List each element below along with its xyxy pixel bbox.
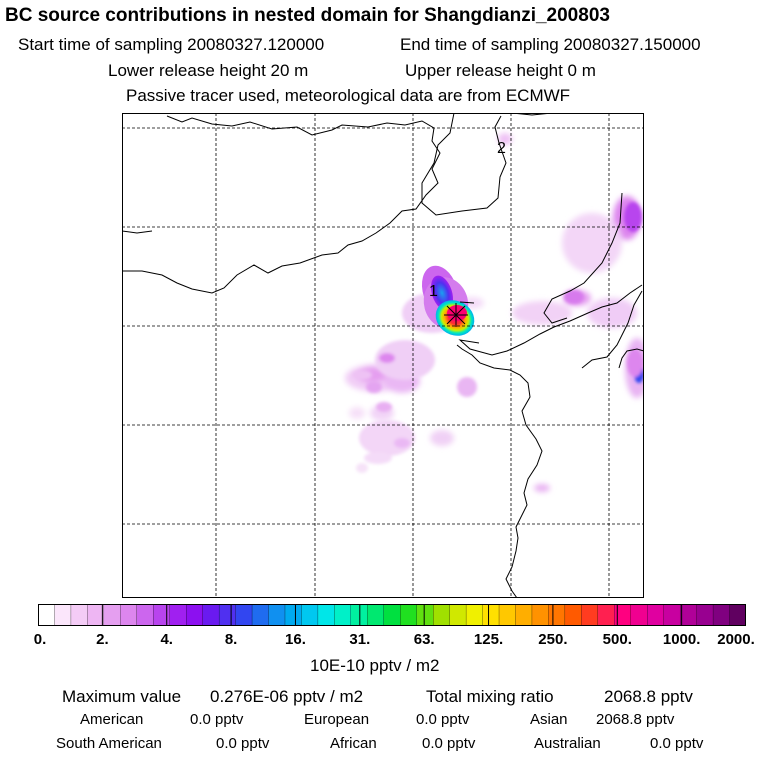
colorbar-cell (416, 604, 434, 626)
colorbar-cell (564, 604, 583, 626)
marker-1-label: 1 (429, 283, 438, 300)
colorbar-cell (38, 604, 56, 626)
region-name-american: American (80, 711, 144, 728)
colorbar-cell (630, 604, 648, 626)
colorbar-cell (482, 604, 500, 626)
colorbar-cell (103, 604, 122, 626)
receptor-marker (444, 301, 475, 327)
colorbar-tick-label: 0. (33, 631, 47, 648)
colorbar-cell (531, 604, 550, 626)
colorbar-cell (301, 604, 319, 626)
region-value-south-american: 0.0 pptv (216, 735, 270, 752)
region-value-european: 0.0 pptv (416, 711, 470, 728)
colorbar-cell (597, 604, 616, 626)
colorbar-cell (186, 604, 204, 626)
max-value: 0.276E-06 pptv / m2 (210, 687, 364, 706)
upper-height-label: Upper release height 0 m (405, 61, 596, 80)
colorbar-tick-label: 8. (224, 631, 238, 648)
region-name-south-american: South American (56, 735, 162, 752)
colorbar-tick-label: 500. (602, 631, 632, 648)
colorbar-cell (400, 604, 418, 626)
colorbar-cell (679, 604, 698, 626)
colorbar-cell (202, 604, 220, 626)
colorbar-cell (334, 604, 352, 626)
colorbar-cell (70, 604, 89, 626)
colorbar-cell (367, 604, 385, 626)
colorbar-cell (712, 604, 731, 626)
colorbar-unit: 10E-10 pptv / m2 (310, 656, 440, 675)
colorbar-cell (548, 604, 566, 626)
region-value-australian: 0.0 pptv (650, 735, 704, 752)
colorbar-cell (581, 604, 599, 626)
colorbar-cell (647, 604, 665, 626)
colorbar-cell (449, 604, 467, 626)
colorbar-cell (54, 604, 72, 626)
colorbar-cell (169, 604, 187, 626)
colorbar-frame (38, 604, 746, 626)
end-time-label: End time of sampling 20080327.150000 (400, 35, 701, 54)
total-mixing-ratio-value: 2068.8 pptv (604, 687, 693, 706)
colorbar-major-dividers (38, 604, 746, 626)
figure-title: BC source contributions in nested domain… (5, 5, 610, 26)
colorbar-cell (383, 604, 401, 626)
region-value-asian: 2068.8 pptv (596, 711, 675, 728)
colorbar-cell (317, 604, 336, 626)
footprint-map: 1 2 (122, 113, 644, 598)
region-name-asian: Asian (530, 711, 568, 728)
region-name-european: European (304, 711, 370, 728)
colorbar-cell (153, 604, 171, 626)
region-value-american: 0.0 pptv (190, 711, 244, 728)
map-frame (122, 113, 644, 598)
concentration-field (345, 133, 644, 492)
colorbar-cell (218, 604, 237, 626)
colorbar-cell (433, 604, 451, 626)
colorbar-cell (663, 604, 681, 626)
colorbar-tick-label: 4. (160, 631, 173, 648)
colorbar-cell (515, 604, 533, 626)
colorbar-cell (465, 604, 484, 626)
colorbar-tick-label: 250. (538, 631, 568, 648)
colorbar-cells (38, 604, 746, 626)
region-name-australian: Australian (534, 735, 601, 752)
lower-height-label: Lower release height 20 m (108, 61, 309, 80)
start-time-label: Start time of sampling 20080327.120000 (18, 35, 325, 54)
colorbar-tick-label: 1000. (662, 631, 701, 648)
colorbar-tick-label: 2. (96, 631, 109, 648)
marker-2-label: 2 (497, 140, 506, 157)
colorbar-cell (136, 604, 155, 626)
tracer-note: Passive tracer used, meteorological data… (126, 86, 571, 105)
colorbar-cell (268, 604, 286, 626)
max-value-label: Maximum value (62, 687, 182, 706)
region-name-african: African (330, 735, 377, 752)
colorbar-cell (120, 604, 138, 626)
total-mixing-ratio-label: Total mixing ratio (426, 687, 554, 706)
colorbar-cell (235, 604, 253, 626)
colorbar-tick-label: 125. (473, 631, 504, 648)
region-value-african: 0.0 pptv (422, 735, 476, 752)
colorbar-cell (729, 604, 746, 626)
borders-coastline (122, 113, 644, 598)
colorbar-tick-label: 63. (413, 631, 435, 648)
colorbar-tick-label: 31. (349, 631, 371, 648)
colorbar-tick-label: 16. (285, 631, 306, 648)
colorbar-cell (498, 604, 517, 626)
colorbar-cell (284, 604, 303, 626)
colorbar-tick-label: 2000. (717, 631, 755, 648)
colorbar-cell (251, 604, 270, 626)
colorbar (38, 604, 746, 626)
colorbar-cell (696, 604, 714, 626)
